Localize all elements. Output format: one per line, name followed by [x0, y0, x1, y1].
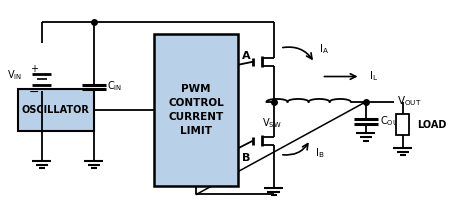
Bar — [18, 89, 94, 131]
Text: $\mathregular{V_{OUT}}$: $\mathregular{V_{OUT}}$ — [397, 94, 422, 108]
Text: A: A — [242, 51, 251, 61]
Bar — [396, 114, 409, 135]
Text: +: + — [30, 64, 38, 74]
Text: $\mathregular{C_{IN}}$: $\mathregular{C_{IN}}$ — [108, 79, 123, 93]
Text: $\mathregular{C_{OUT}}$: $\mathregular{C_{OUT}}$ — [380, 114, 403, 128]
Text: −: − — [29, 86, 39, 99]
Bar — [154, 34, 238, 186]
Text: $\mathregular{I_L}$: $\mathregular{I_L}$ — [369, 70, 378, 83]
Text: $\mathregular{V_{SW}}$: $\mathregular{V_{SW}}$ — [261, 117, 281, 130]
Text: $\mathregular{V_{IN}}$: $\mathregular{V_{IN}}$ — [7, 68, 22, 82]
Text: B: B — [242, 153, 250, 163]
Text: LOAD: LOAD — [417, 120, 446, 130]
Text: PWM
CONTROL
CURRENT
LIMIT: PWM CONTROL CURRENT LIMIT — [168, 84, 224, 136]
Text: $\mathregular{I_A}$: $\mathregular{I_A}$ — [319, 42, 329, 56]
Text: $\mathregular{I_B}$: $\mathregular{I_B}$ — [315, 146, 324, 160]
Text: OSCILLATOR: OSCILLATOR — [22, 105, 90, 115]
